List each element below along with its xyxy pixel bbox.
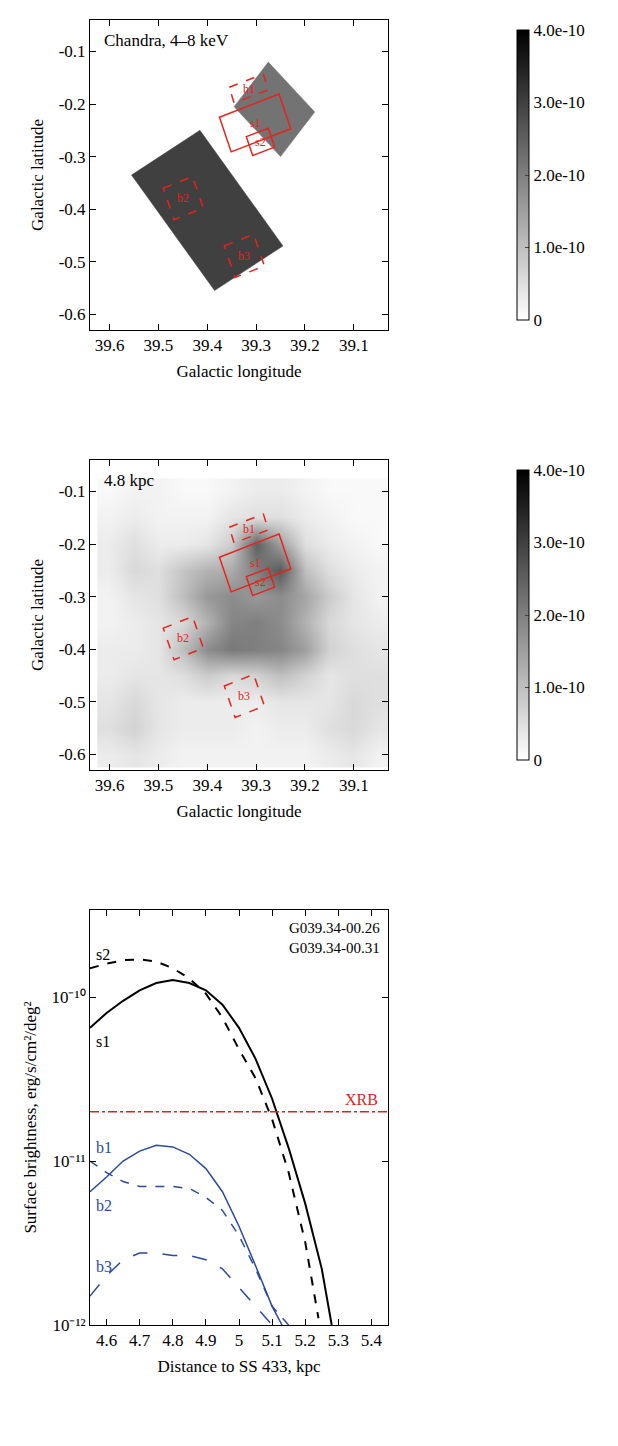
svg-text:Galactic longitude: Galactic longitude	[176, 802, 301, 821]
svg-text:s2: s2	[255, 135, 266, 149]
svg-text:b3: b3	[96, 1258, 112, 1275]
svg-text:5.4: 5.4	[361, 1331, 383, 1350]
svg-text:b2: b2	[177, 631, 189, 645]
svg-text:39.3: 39.3	[241, 776, 271, 795]
svg-text:5.2: 5.2	[295, 1331, 316, 1350]
svg-text:3.0e-10: 3.0e-10	[533, 93, 584, 112]
svg-text:2.0e-10: 2.0e-10	[533, 166, 584, 185]
svg-text:Chandra, 4–8 keV: Chandra, 4–8 keV	[104, 31, 229, 50]
svg-text:5.3: 5.3	[328, 1331, 349, 1350]
svg-text:2.0e-10: 2.0e-10	[533, 606, 584, 625]
svg-text:-0.4: -0.4	[59, 640, 86, 659]
svg-text:4.7: 4.7	[129, 1331, 151, 1350]
svg-text:1.0e-10: 1.0e-10	[533, 678, 584, 697]
svg-text:4.8 kpc: 4.8 kpc	[104, 471, 155, 490]
svg-text:-0.6: -0.6	[59, 745, 86, 764]
svg-text:0: 0	[533, 311, 542, 330]
svg-text:0: 0	[533, 751, 542, 770]
svg-text:-0.1: -0.1	[59, 42, 86, 61]
svg-text:-0.3: -0.3	[59, 148, 86, 167]
svg-text:39.3: 39.3	[241, 336, 271, 355]
svg-text:-0.5: -0.5	[59, 693, 86, 712]
svg-text:39.5: 39.5	[144, 776, 174, 795]
svg-text:4.6: 4.6	[96, 1331, 117, 1350]
svg-text:b1: b1	[243, 522, 255, 536]
svg-text:Galactic latitude: Galactic latitude	[28, 559, 47, 671]
svg-text:39.1: 39.1	[339, 776, 369, 795]
svg-text:10⁻¹¹: 10⁻¹¹	[52, 1152, 85, 1171]
svg-text:Galactic longitude: Galactic longitude	[176, 362, 301, 381]
svg-text:Surface brightness, erg/s/cm²/: Surface brightness, erg/s/cm²/deg²	[21, 1001, 40, 1233]
svg-text:s1: s1	[250, 556, 261, 570]
svg-text:-0.4: -0.4	[59, 200, 86, 219]
svg-text:39.1: 39.1	[339, 336, 369, 355]
svg-text:39.2: 39.2	[290, 336, 320, 355]
svg-text:4.0e-10: 4.0e-10	[533, 21, 584, 40]
svg-text:-0.6: -0.6	[59, 305, 86, 324]
svg-text:4.0e-10: 4.0e-10	[533, 461, 584, 480]
svg-text:Distance to SS 433, kpc: Distance to SS 433, kpc	[158, 1357, 321, 1376]
svg-text:-0.2: -0.2	[59, 95, 86, 114]
svg-text:5: 5	[235, 1331, 244, 1350]
svg-text:10⁻¹⁰: 10⁻¹⁰	[51, 988, 85, 1007]
svg-text:b2: b2	[177, 191, 189, 205]
svg-text:39.4: 39.4	[192, 776, 222, 795]
svg-text:b1: b1	[243, 82, 255, 96]
svg-text:XRB: XRB	[345, 1091, 378, 1108]
svg-text:b1: b1	[96, 1139, 112, 1156]
svg-text:-0.2: -0.2	[59, 535, 86, 554]
svg-text:-0.1: -0.1	[59, 482, 86, 501]
svg-text:4.8: 4.8	[162, 1331, 183, 1350]
svg-text:G039.34-00.26G039.34-00.31: G039.34-00.26G039.34-00.31	[289, 920, 380, 956]
svg-text:b2: b2	[96, 1197, 112, 1214]
svg-text:s1: s1	[96, 1033, 110, 1050]
svg-text:3.0e-10: 3.0e-10	[533, 533, 584, 552]
svg-text:b3: b3	[238, 689, 250, 703]
svg-text:10⁻¹²: 10⁻¹²	[52, 1316, 85, 1335]
svg-text:4.9: 4.9	[195, 1331, 216, 1350]
svg-text:-0.3: -0.3	[59, 588, 86, 607]
svg-text:-0.5: -0.5	[59, 253, 86, 272]
svg-text:39.2: 39.2	[290, 776, 320, 795]
svg-text:b3: b3	[238, 249, 250, 263]
svg-text:s2: s2	[96, 946, 110, 963]
svg-text:39.6: 39.6	[95, 776, 125, 795]
svg-text:s2: s2	[255, 575, 266, 589]
svg-text:Galactic latitude: Galactic latitude	[28, 119, 47, 231]
svg-text:1.0e-10: 1.0e-10	[533, 238, 584, 257]
svg-text:39.4: 39.4	[192, 336, 222, 355]
svg-text:s1: s1	[250, 116, 261, 130]
svg-text:5.1: 5.1	[261, 1331, 282, 1350]
svg-text:39.6: 39.6	[95, 336, 125, 355]
svg-text:39.5: 39.5	[144, 336, 174, 355]
